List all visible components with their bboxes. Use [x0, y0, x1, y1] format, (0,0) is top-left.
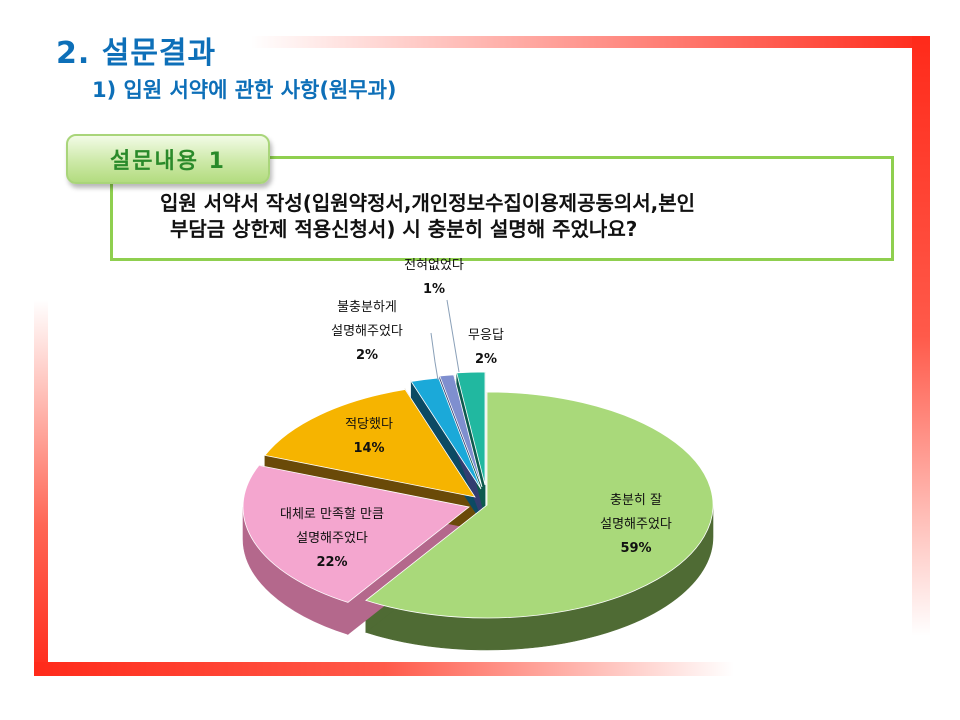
slice-value-label: 59%: [620, 541, 651, 556]
pie-tops: [242, 371, 714, 619]
slice-value-label: 1%: [423, 282, 445, 297]
slice-label-text: 대체로 만족할 만큼: [280, 507, 384, 522]
page-subtitle: 1) 입원 서약에 관한 사항(원무과): [92, 78, 397, 102]
slice-value-label: 22%: [316, 555, 347, 570]
question-tab: 설문내용 1: [66, 134, 270, 184]
frame-top-border: [250, 36, 930, 48]
question-line-2: 부담금 상한제 적용신청서) 시 충분히 설명해 주었나요?: [170, 217, 638, 241]
leader-line: [430, 332, 439, 381]
slice-label-text: 충분히 잘: [610, 493, 662, 508]
slice-label-text: 전혀없었다: [404, 258, 464, 273]
pie-slice: [264, 389, 476, 498]
slice-label: 전혀없었다 1%: [404, 258, 464, 297]
slice-value-label: 2%: [356, 348, 378, 363]
slice-label-text: 적당했다: [345, 416, 393, 432]
leader-line: [446, 299, 460, 373]
pie-slice: [456, 371, 486, 486]
pie-slice: [439, 374, 483, 488]
slice-label: 적당했다 14%: [345, 416, 393, 456]
slice-label-text: 설명해주었다: [331, 324, 403, 339]
pie-slice: [410, 377, 482, 490]
slice-label-text: 불충분하게: [337, 300, 397, 315]
slice-label-text: 설명해주었다: [296, 531, 368, 546]
page-title: 2. 설문결과: [56, 36, 217, 71]
frame-right-border: [912, 36, 930, 636]
question-tab-label: 설문내용 1: [110, 149, 226, 174]
slice-label-text: 설명해주었다: [600, 517, 672, 532]
pie-slice: [365, 391, 714, 619]
slice-label-text: 무응답: [468, 328, 504, 343]
slice-value-label: 14%: [353, 441, 384, 456]
pie-slice: [242, 464, 470, 603]
frame-bottom-border: [34, 662, 734, 676]
question-line-1: 입원 서약서 작성(입원약정서,개인정보수집이용제공동의서,본인: [160, 191, 696, 215]
slice-label: 무응답 2%: [468, 328, 504, 367]
slice-value-label: 2%: [475, 352, 497, 367]
question-text: 입원 서약서 작성(입원약정서,개인정보수집이용제공동의서,본인 부담금 상한제…: [160, 190, 695, 242]
frame-left-border: [34, 300, 48, 676]
